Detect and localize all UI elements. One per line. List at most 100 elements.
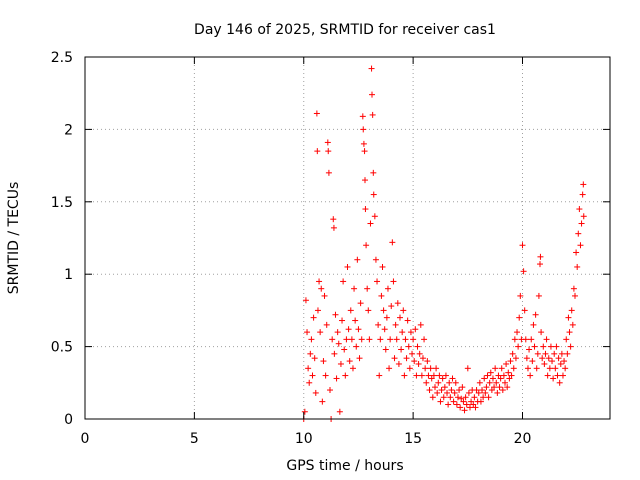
data-point: [330, 224, 337, 231]
data-point: [550, 375, 557, 382]
data-point: [496, 384, 503, 391]
data-point: [320, 358, 327, 365]
data-point: [423, 379, 430, 386]
data-point: [472, 404, 479, 411]
y-axis-ticks: 0 0.5 1 1.5 2 2.5: [51, 50, 610, 428]
data-point: [559, 372, 566, 379]
data-point: [321, 292, 328, 299]
data-point: [564, 350, 571, 357]
data-point: [441, 384, 448, 391]
x-tick-label: 20: [514, 431, 532, 447]
data-point: [498, 365, 505, 372]
data-point: [370, 191, 377, 198]
data-point: [404, 317, 411, 324]
data-point: [484, 372, 491, 379]
data-point: [434, 389, 441, 396]
x-axis-ticks: 0 5 10 15 20: [81, 57, 532, 447]
data-point: [345, 326, 352, 333]
data-point: [533, 365, 540, 372]
data-point: [371, 213, 378, 220]
data-point: [446, 379, 453, 386]
data-point: [558, 350, 565, 357]
x-tick-label: 10: [295, 431, 313, 447]
data-point: [465, 389, 472, 396]
data-point: [475, 389, 482, 396]
data-point: [579, 191, 586, 198]
data-point: [544, 372, 551, 379]
data-point: [327, 387, 333, 394]
data-point: [391, 355, 398, 362]
data-point: [497, 375, 504, 382]
data-point: [383, 314, 390, 321]
data-point: [370, 169, 377, 176]
data-point: [561, 358, 568, 365]
data-point: [344, 263, 351, 270]
data-point: [387, 336, 394, 343]
data-point: [557, 360, 564, 367]
data-point: [342, 372, 349, 379]
data-point: [324, 139, 331, 146]
data-point: [451, 389, 458, 396]
data-point: [367, 220, 374, 227]
data-point: [534, 350, 541, 357]
data-point: [360, 140, 367, 147]
data-point: [424, 358, 431, 365]
data-point: [476, 379, 483, 386]
data-point: [580, 181, 587, 188]
data-point: [322, 372, 329, 379]
data-point: [491, 384, 498, 391]
data-point: [399, 329, 406, 336]
data-point: [438, 387, 445, 394]
data-point: [403, 355, 410, 362]
data-point: [411, 358, 418, 365]
data-point: [394, 300, 401, 307]
data-point: [310, 314, 317, 321]
data-point: [323, 321, 330, 328]
data-point: [358, 336, 365, 343]
data-point: [436, 372, 443, 379]
data-point: [348, 336, 355, 343]
data-point: [543, 336, 550, 343]
data-point: [526, 346, 533, 353]
data-point: [542, 350, 549, 357]
y-axis-label: SRMTID / TECUs: [6, 182, 22, 295]
data-point: [306, 379, 313, 386]
data-point: [450, 398, 457, 405]
data-point: [311, 355, 318, 362]
data-point: [346, 358, 353, 365]
data-point: [429, 394, 436, 401]
data-point: [393, 336, 400, 343]
data-point: [448, 387, 455, 394]
data-point: [508, 372, 515, 379]
scatter-points: [300, 65, 587, 422]
data-point: [330, 216, 337, 223]
data-point: [369, 111, 376, 118]
data-point: [340, 278, 347, 285]
data-point: [464, 365, 471, 372]
data-point: [413, 372, 420, 379]
data-point: [382, 346, 389, 353]
data-point: [516, 314, 523, 321]
data-point: [356, 355, 363, 362]
data-point: [422, 365, 429, 372]
data-point: [354, 256, 361, 263]
data-point: [332, 311, 339, 318]
data-point: [530, 321, 537, 328]
data-point: [435, 379, 442, 386]
data-point: [456, 387, 463, 394]
data-point: [398, 346, 405, 353]
data-point: [400, 307, 407, 314]
data-point: [405, 343, 412, 350]
data-point: [336, 408, 343, 415]
data-point: [365, 307, 372, 314]
data-point: [319, 398, 326, 405]
data-point: [325, 169, 332, 176]
data-point: [421, 336, 428, 343]
data-point: [361, 148, 368, 155]
data-point: [331, 350, 338, 357]
data-point: [540, 343, 547, 350]
data-point: [523, 355, 530, 362]
y-tick-label: 1.5: [51, 195, 73, 211]
data-point: [325, 148, 332, 155]
data-point: [368, 65, 375, 72]
